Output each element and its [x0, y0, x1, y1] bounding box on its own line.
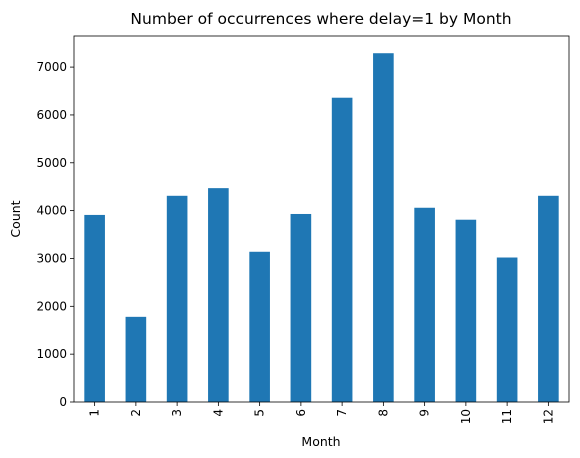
y-tick-label-6000: 6000 — [36, 108, 67, 122]
y-tick-label-7000: 7000 — [36, 60, 67, 74]
x-tick-label-4: 4 — [211, 409, 225, 417]
y-tick-label-0: 0 — [59, 395, 67, 409]
bar-5 — [249, 251, 270, 402]
y-axis-label: Count — [8, 200, 23, 237]
bar-6 — [290, 213, 312, 402]
y-tick-label-1000: 1000 — [36, 347, 67, 361]
bar-4 — [208, 188, 229, 402]
bar-12 — [538, 195, 559, 402]
x-tick-label-5: 5 — [253, 409, 267, 417]
x-tick-label-2: 2 — [129, 409, 143, 417]
y-axis: 0 1000 2000 3000 4000 5000 6000 7000 — [36, 60, 74, 409]
bar-3 — [166, 195, 188, 402]
y-tick-label-2000: 2000 — [36, 299, 67, 313]
y-tick-label-3000: 3000 — [36, 251, 67, 265]
x-tick-label-6: 6 — [294, 409, 308, 417]
bar-11 — [496, 257, 518, 402]
x-tick-label-10: 10 — [459, 409, 473, 424]
x-tick-label-12: 12 — [541, 409, 555, 424]
bar-2 — [125, 316, 147, 402]
x-axis: 1 2 3 4 5 6 7 8 9 10 11 12 — [88, 402, 555, 424]
bar-10 — [455, 219, 477, 402]
plot-frame — [73, 35, 570, 403]
x-tick-label-8: 8 — [376, 409, 390, 417]
x-tick-label-11: 11 — [500, 409, 514, 424]
y-tick-label-5000: 5000 — [36, 156, 67, 170]
chart-title: Number of occurrences where delay=1 by M… — [130, 10, 511, 28]
x-tick-label-7: 7 — [335, 409, 349, 417]
y-tick-label-4000: 4000 — [36, 204, 67, 218]
bar-8 — [373, 53, 394, 402]
x-axis-label: Month — [301, 434, 340, 449]
bar-9 — [414, 207, 435, 402]
x-tick-label-1: 1 — [88, 409, 102, 417]
bars-group — [84, 53, 559, 402]
x-tick-label-3: 3 — [170, 409, 184, 417]
x-tick-label-9: 9 — [418, 409, 432, 417]
bar-7 — [331, 97, 353, 402]
bar-1 — [84, 214, 105, 402]
